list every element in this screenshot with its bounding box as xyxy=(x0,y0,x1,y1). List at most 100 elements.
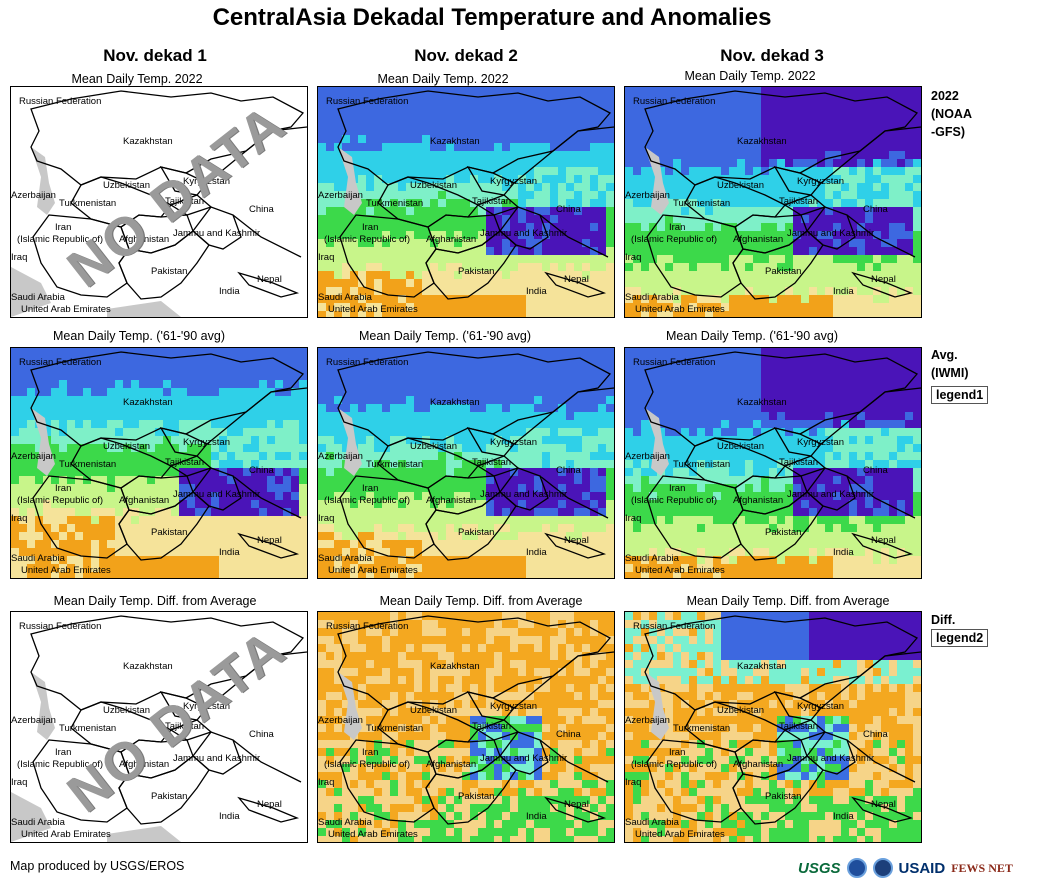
map-cell xyxy=(342,444,350,452)
map-cell xyxy=(681,420,689,428)
map-cell xyxy=(358,231,366,239)
map-cell xyxy=(873,143,881,151)
map-cell xyxy=(342,404,350,412)
map-cell xyxy=(35,356,43,364)
map-cell xyxy=(43,396,51,404)
map-cell xyxy=(494,103,502,111)
map-cell xyxy=(219,484,227,492)
country-label-uae: United Arab Emirates xyxy=(21,304,111,315)
map-cell xyxy=(139,380,147,388)
country-label-azerbaijan: Azerbaijan xyxy=(11,451,56,462)
map-cell xyxy=(334,372,342,380)
map-cell xyxy=(825,175,833,183)
map-cell xyxy=(705,159,713,167)
map-cell xyxy=(873,372,881,380)
map-cell xyxy=(235,420,243,428)
map-cell xyxy=(801,412,809,420)
map-cell xyxy=(502,119,510,127)
map-cell xyxy=(809,311,817,317)
map-cell xyxy=(470,223,478,231)
map-cell xyxy=(574,484,582,492)
map-cell xyxy=(681,159,689,167)
map-cell xyxy=(502,215,510,223)
map-cell xyxy=(390,420,398,428)
map-cell xyxy=(510,215,518,223)
map-cell xyxy=(187,452,195,460)
map-cell xyxy=(713,287,721,295)
map-cell xyxy=(318,436,326,444)
map-cell xyxy=(398,247,406,255)
map-cell xyxy=(542,444,550,452)
map-cell xyxy=(841,87,849,95)
map-cell xyxy=(841,452,849,460)
map-cell xyxy=(689,372,697,380)
map-cell xyxy=(283,476,291,484)
map-cell xyxy=(358,239,366,247)
map-cell xyxy=(625,420,633,428)
map-cell xyxy=(510,119,518,127)
map-cell xyxy=(729,255,737,263)
map-cell xyxy=(334,303,342,311)
map-cell xyxy=(366,127,374,135)
map-cell xyxy=(809,420,817,428)
map-cell xyxy=(518,207,526,215)
map-cell xyxy=(438,95,446,103)
map-cell xyxy=(633,127,641,135)
map-cell xyxy=(625,95,633,103)
map-cell xyxy=(897,271,905,279)
map-cell xyxy=(825,247,833,255)
map-cell xyxy=(745,420,753,428)
map-cell xyxy=(913,119,921,127)
map-cell xyxy=(518,452,526,460)
map-cell xyxy=(649,255,657,263)
map-cell xyxy=(390,151,398,159)
map-cell xyxy=(11,428,19,436)
map-cell xyxy=(283,548,291,556)
map-cell xyxy=(817,356,825,364)
map-cell xyxy=(558,412,566,420)
map-cell xyxy=(542,287,550,295)
map-cell xyxy=(502,223,510,231)
map-cell xyxy=(147,484,155,492)
map-cell xyxy=(358,348,366,356)
map-cell xyxy=(486,175,494,183)
map-cell xyxy=(251,436,259,444)
map-cell xyxy=(761,167,769,175)
map-cell xyxy=(641,364,649,372)
map-cell xyxy=(713,199,721,207)
map-cell xyxy=(350,572,358,578)
map-cell xyxy=(809,103,817,111)
map-cell xyxy=(753,428,761,436)
map-cell xyxy=(913,452,921,460)
map-cell xyxy=(550,247,558,255)
map-cell xyxy=(825,372,833,380)
map-cell xyxy=(211,404,219,412)
map-cell xyxy=(510,87,518,95)
map-cell xyxy=(438,127,446,135)
map-cell xyxy=(713,159,721,167)
map-cell xyxy=(219,548,227,556)
map-cell xyxy=(673,356,681,364)
map-cell xyxy=(446,364,454,372)
country-label-turkmenistan: Turkmenistan xyxy=(366,198,424,209)
map-cell xyxy=(390,348,398,356)
map-cell xyxy=(625,207,633,215)
map-cell xyxy=(203,436,211,444)
map-cell xyxy=(769,95,777,103)
map-cell xyxy=(681,372,689,380)
map-cell xyxy=(761,199,769,207)
map-cell xyxy=(251,380,259,388)
panel-title: Mean Daily Temp. 2022 xyxy=(684,69,816,83)
map-cell xyxy=(75,508,83,516)
map-cell xyxy=(606,239,614,247)
map-cell xyxy=(745,255,753,263)
map-cell xyxy=(809,380,817,388)
map-cell xyxy=(526,255,534,263)
map-cell xyxy=(446,263,454,271)
map-cell xyxy=(729,103,737,111)
map-cell xyxy=(657,103,665,111)
map-cell xyxy=(825,167,833,175)
map-cell xyxy=(558,500,566,508)
map-cell xyxy=(422,372,430,380)
map-cell xyxy=(398,103,406,111)
